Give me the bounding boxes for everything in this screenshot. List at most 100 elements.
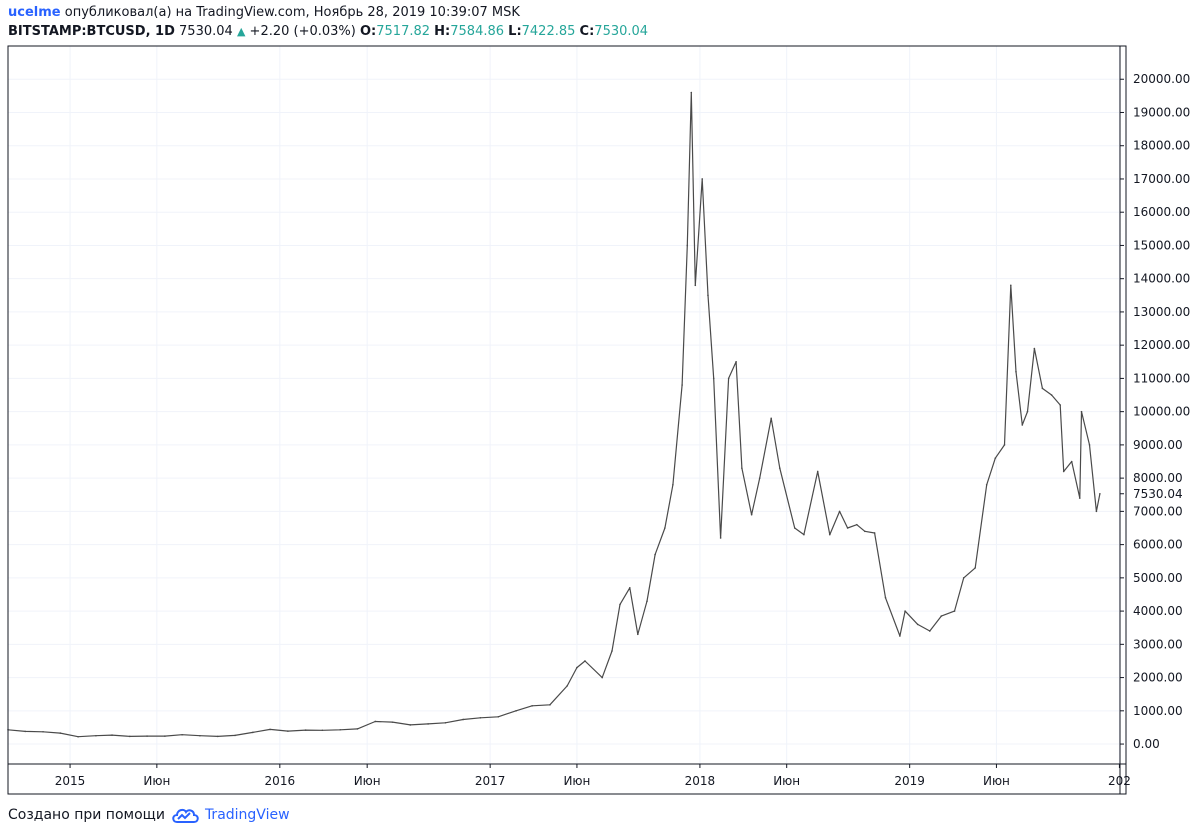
price-point: [953, 610, 956, 612]
price-point: [531, 705, 533, 707]
price-point: [750, 513, 753, 516]
price-point: [59, 732, 62, 734]
y-tick-label: 19000.00: [1133, 105, 1190, 119]
y-tick-label: 20000.00: [1133, 72, 1190, 86]
price-point: [707, 294, 709, 297]
price-point: [758, 477, 761, 479]
price-point: [252, 731, 254, 734]
close-value: 7530.04: [594, 24, 649, 39]
price-point: [1003, 444, 1006, 446]
price-point: [129, 735, 131, 738]
price-point: [1015, 370, 1017, 373]
price-point: [409, 724, 412, 726]
y-tick-label: 3000.00: [1133, 637, 1183, 651]
price-point: [778, 467, 781, 469]
price-point: [576, 666, 578, 669]
price-point: [994, 457, 997, 459]
price-point: [479, 716, 482, 719]
price-series: [7, 91, 1101, 738]
price-point: [111, 734, 113, 736]
price-line-series-0: [7, 91, 1101, 738]
price-point: [164, 735, 166, 737]
price-point: [427, 723, 429, 725]
price-point: [497, 715, 499, 718]
price-point: [637, 633, 639, 636]
price-point: [1010, 284, 1012, 287]
price-point: [1026, 410, 1029, 413]
price-point: [803, 533, 805, 536]
x-tick-label: 2015: [55, 774, 86, 788]
y-tick-label: 15000.00: [1133, 238, 1190, 252]
price-point: [462, 718, 464, 721]
price-point: [549, 704, 551, 706]
open-value: 7517.82: [376, 24, 431, 39]
open-key: O:: [360, 24, 377, 39]
price-point: [1080, 410, 1083, 413]
low-key: L:: [508, 24, 522, 39]
price-point: [770, 417, 772, 420]
y-tick-label: 12000.00: [1133, 338, 1190, 352]
time-axis[interactable]: 2015 Июн 2016 Июн 2017 Июн 2018 Июн 2019 Июн 202: [55, 764, 1131, 788]
y-tick-label: 14000.00: [1133, 272, 1190, 286]
price-change: +2.20 (+0.03%): [249, 24, 356, 39]
price-point: [838, 510, 841, 513]
price-point: [287, 730, 289, 732]
price-point: [1070, 460, 1073, 463]
price-point: [1095, 510, 1098, 513]
price-point: [741, 467, 743, 469]
price-point: [199, 734, 201, 737]
price-point: [916, 623, 919, 626]
x-tick-label: Июн: [773, 774, 800, 788]
x-tick-label: 202: [1108, 774, 1131, 788]
price-point: [828, 533, 831, 536]
price-point: [1099, 492, 1101, 495]
price-point: [646, 600, 648, 602]
tradingview-cloud-icon[interactable]: [171, 806, 199, 824]
price-point: [304, 729, 307, 731]
price-point: [884, 596, 887, 599]
last-price: 7530.04: [179, 24, 233, 39]
price-point: [611, 650, 613, 652]
y-tick-label: 8000.00: [1133, 471, 1183, 485]
price-point: [42, 730, 44, 733]
x-tick-label: 2018: [685, 774, 716, 788]
price-point: [234, 734, 236, 737]
y-tick-label: 0.00: [1133, 737, 1160, 751]
price-point: [1078, 497, 1081, 499]
price-point: [216, 735, 219, 738]
y-tick-label: 16000.00: [1133, 205, 1190, 219]
x-tick-label: 2019: [894, 774, 925, 788]
high-value: 7584.86: [450, 24, 505, 39]
price-point: [1059, 404, 1062, 406]
price-point: [629, 587, 631, 589]
price-point: [846, 527, 849, 529]
y-tick-label: 7000.00: [1133, 504, 1183, 518]
low-value: 7422.85: [521, 24, 576, 39]
price-point: [855, 523, 858, 526]
price-point: [321, 729, 324, 732]
y-tick-label: 6000.00: [1133, 538, 1183, 552]
price-point: [928, 630, 931, 632]
high-key: H:: [434, 24, 451, 39]
publish-line: ucelme опубликовал(а) на TradingView.com…: [8, 5, 520, 20]
y-tick-label: 17000.00: [1133, 172, 1190, 186]
price-point: [904, 610, 906, 612]
price-point: [719, 537, 722, 539]
tradingview-brand-link[interactable]: TradingView: [204, 807, 290, 823]
price-axis[interactable]: 0.00 1000.00 2000.00 3000.00 4000.00 5000.00 6…: [1120, 72, 1190, 751]
close-key: C:: [579, 24, 595, 39]
price-point: [735, 360, 737, 363]
price-point: [444, 721, 447, 724]
x-tick-label: Июн: [143, 774, 170, 788]
y-tick-label: 4000.00: [1133, 604, 1183, 618]
y-tick-label: 2000.00: [1133, 671, 1183, 685]
price-point: [374, 720, 377, 723]
price-point: [974, 567, 976, 569]
price-point: [619, 603, 621, 606]
x-tick-label: 2017: [475, 774, 506, 788]
price-point: [181, 733, 183, 736]
author-link[interactable]: ucelme: [8, 5, 61, 20]
x-tick-label: Июн: [563, 774, 590, 788]
price-point: [873, 532, 876, 534]
